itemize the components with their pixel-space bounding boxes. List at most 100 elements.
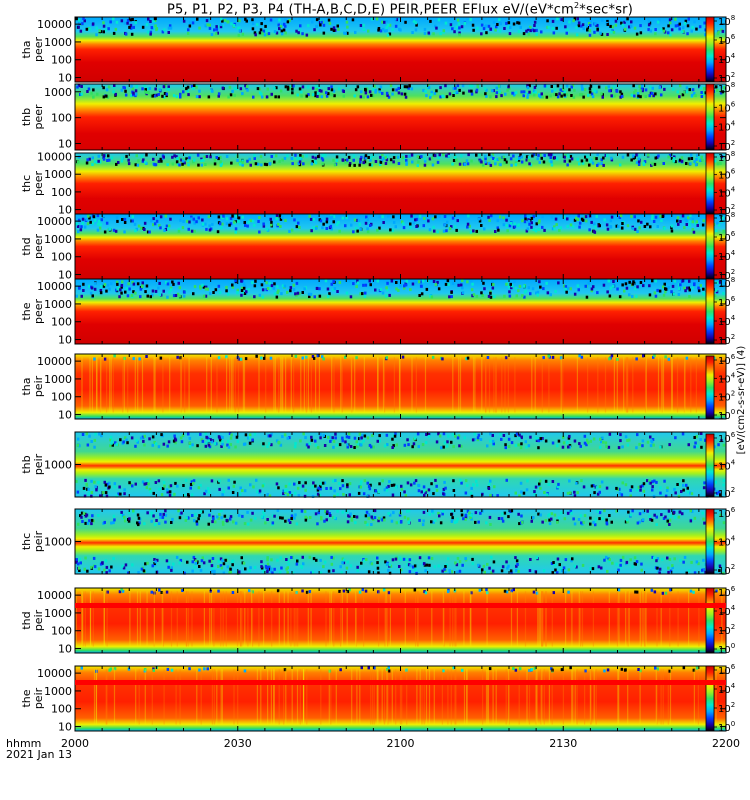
y-axis-label: thapeer bbox=[20, 37, 45, 63]
spectrogram-fill bbox=[75, 153, 726, 214]
y-tick-label: 10 bbox=[58, 409, 72, 422]
y-axis-label: thepeer bbox=[20, 299, 45, 325]
spectrogram-fill bbox=[75, 666, 726, 731]
colorbar-label: [eV/(cm2-s-sr-eV)] (4) bbox=[736, 346, 747, 455]
y-tick-label: 10000 bbox=[37, 589, 72, 602]
colorbar: 102 104 106 108 bbox=[705, 14, 736, 85]
separator-bar bbox=[75, 603, 726, 608]
y-tick-label: 100 bbox=[51, 112, 72, 125]
panel-tha-peir: 10 100 1000 10000 thapeir bbox=[20, 353, 727, 422]
colorbar-tick-label: 108 bbox=[718, 150, 735, 164]
y-tick-label: 100 bbox=[51, 625, 72, 638]
colorbar-tick-label: 104 bbox=[718, 535, 736, 549]
time-streaks bbox=[75, 357, 715, 413]
y-tick-label: 1000 bbox=[44, 685, 72, 698]
y-tick-label: 1000 bbox=[44, 373, 72, 386]
colorbar-tick-label: 102 bbox=[718, 486, 735, 500]
y-tick-label: 100 bbox=[51, 703, 72, 716]
y-axis-label: thdpeir bbox=[20, 609, 45, 631]
colorbar: 102 104 106 bbox=[705, 431, 736, 500]
colorbar-tick-label: 100 bbox=[718, 408, 735, 422]
panel-thb-peer: 10 100 1000 thbpeer bbox=[20, 83, 727, 151]
x-tick-label: 2030 bbox=[224, 737, 252, 750]
panel-tha-peer: 10 100 1000 10000 thapeer bbox=[20, 16, 727, 85]
x-tick-label: 2100 bbox=[387, 737, 415, 750]
spectrogram-fill bbox=[75, 354, 726, 419]
noise-speckle bbox=[75, 432, 726, 498]
colorbar-tick-label: 102 bbox=[718, 623, 735, 637]
chart-title: P5, P1, P2, P3, P4 (TH-A,B,C,D,E) PEIR,P… bbox=[167, 1, 633, 18]
colorbar-tick-label: 102 bbox=[718, 701, 735, 715]
colorbar-tick-label: 102 bbox=[718, 203, 735, 217]
colorbar: 102 104 106 108 bbox=[705, 150, 736, 217]
colorbar-tick-label: 106 bbox=[718, 585, 736, 599]
y-axis-label: thcpeer bbox=[20, 171, 45, 197]
colorbar-tick-label: 104 bbox=[718, 185, 736, 199]
colorbar-tick-label: 102 bbox=[718, 563, 735, 577]
y-tick-label: 1000 bbox=[44, 536, 72, 549]
y-tick-label: 100 bbox=[51, 251, 72, 264]
colorbar-tick-label: 106 bbox=[718, 663, 736, 677]
y-tick-label: 10 bbox=[58, 334, 72, 347]
colorbar-tick-label: 104 bbox=[718, 459, 736, 473]
y-tick-label: 1000 bbox=[44, 459, 72, 472]
colorbar-tick-label: 106 bbox=[718, 168, 736, 182]
y-tick-label: 10000 bbox=[37, 355, 72, 368]
colorbar-tick-label: 108 bbox=[718, 276, 735, 290]
y-tick-label: 10 bbox=[58, 269, 72, 282]
spectrogram-fill bbox=[75, 84, 726, 150]
colorbar: 102 104 106 108 bbox=[705, 276, 736, 347]
colorbar-tick-label: 106 bbox=[718, 33, 736, 47]
y-tick-label: 1000 bbox=[44, 233, 72, 246]
y-tick-label: 1000 bbox=[44, 298, 72, 311]
y-axis-label: thcpeir bbox=[20, 530, 45, 552]
noise-speckle bbox=[75, 17, 725, 37]
y-tick-label: 10 bbox=[58, 643, 72, 656]
colorbar-tick-label: 106 bbox=[718, 353, 736, 367]
y-tick-label: 100 bbox=[51, 54, 72, 67]
colorbar-tick-label: 108 bbox=[718, 14, 735, 28]
x-tick-label: 2000 bbox=[61, 737, 89, 750]
y-tick-label: 100 bbox=[51, 186, 72, 199]
spectrogram-fill bbox=[75, 588, 726, 653]
x-tick-label: 2130 bbox=[549, 737, 577, 750]
colorbar: 100 102 104 106 bbox=[705, 663, 736, 734]
time-streaks bbox=[93, 669, 717, 725]
time-streaks bbox=[75, 591, 723, 647]
y-tick-label: 10000 bbox=[37, 280, 72, 293]
y-axis-label: thbpeer bbox=[20, 104, 45, 130]
colorbar-tick-label: 106 bbox=[718, 506, 736, 520]
colorbar-tick-label: 100 bbox=[718, 720, 735, 734]
colorbar: 102 104 106 108 bbox=[705, 81, 736, 153]
colorbar-tick-label: 108 bbox=[718, 81, 735, 95]
noise-speckle bbox=[76, 153, 724, 167]
y-tick-label: 100 bbox=[51, 316, 72, 329]
y-axis-label: thepeir bbox=[20, 687, 45, 709]
colorbar-tick-label: 102 bbox=[718, 268, 735, 282]
colorbar-tick-label: 102 bbox=[718, 139, 735, 153]
y-tick-label: 10000 bbox=[37, 18, 72, 31]
y-tick-label: 10000 bbox=[37, 151, 72, 164]
colorbar-tick-label: 104 bbox=[718, 314, 736, 328]
y-tick-label: 1000 bbox=[44, 36, 72, 49]
y-tick-label: 10 bbox=[58, 721, 72, 734]
y-tick-label: 1000 bbox=[44, 607, 72, 620]
y-axis-label: thdpeer bbox=[20, 234, 45, 260]
separator-bar bbox=[75, 680, 726, 685]
panel-thd-peir: 10 100 1000 10000 thdpeir bbox=[20, 587, 727, 656]
colorbar-tick-label: 104 bbox=[718, 52, 736, 66]
colorbar-tick-label: 104 bbox=[718, 120, 736, 134]
colorbar-tick-label: 104 bbox=[718, 604, 736, 618]
noise-speckle bbox=[75, 509, 726, 575]
noise-speckle bbox=[75, 279, 725, 299]
y-axis-label: thapeir bbox=[20, 375, 45, 397]
colorbar-tick-label: 106 bbox=[718, 100, 736, 114]
y-tick-label: 1000 bbox=[44, 168, 72, 181]
y-tick-label: 10000 bbox=[37, 215, 72, 228]
panel-the-peir: 10 100 1000 10000 thepeir bbox=[20, 665, 727, 734]
panel-the-peer: 10 100 1000 10000 thepeer bbox=[20, 278, 727, 347]
x-axis-date: 2021 Jan 13 bbox=[6, 748, 72, 761]
